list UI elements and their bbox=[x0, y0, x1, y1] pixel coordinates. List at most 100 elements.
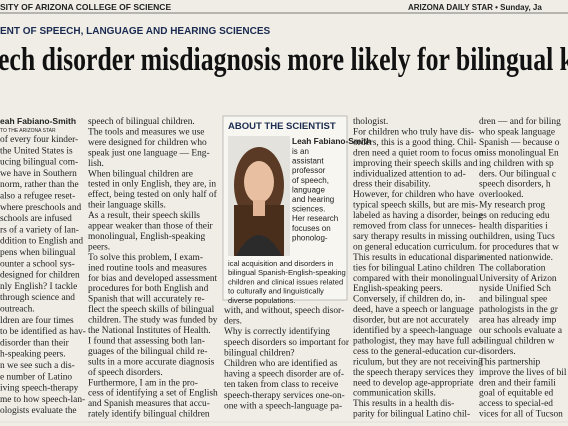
column-line: through science and bbox=[0, 293, 75, 303]
column-line: thologist. bbox=[353, 117, 388, 127]
sidebar-title: ABOUT THE SCIENTIST bbox=[228, 121, 336, 132]
column-line: ders. bbox=[224, 317, 242, 327]
header-left: SITY OF ARIZONA COLLEGE OF SCIENCE bbox=[0, 2, 171, 12]
column-line: communication skills. bbox=[353, 389, 436, 399]
column-line: who speak language bbox=[479, 127, 555, 137]
sidebar-bio-line: sciences. bbox=[292, 205, 325, 214]
column-line: ties for bilingual Latino children bbox=[353, 262, 475, 273]
column-line: norm, rather than the bbox=[0, 180, 79, 190]
column-line: of speech disorders. bbox=[88, 367, 163, 378]
column-line: dren and their famili bbox=[479, 377, 556, 388]
column-line: their language skills. bbox=[88, 201, 166, 211]
column-line: speech disorders so important for bbox=[224, 337, 350, 348]
column-line: The collaboration bbox=[479, 263, 546, 273]
column-line: bilingual children? bbox=[224, 348, 295, 358]
column-line: sary therapy results in missing out bbox=[353, 232, 482, 242]
column-line: the speech therapy services they bbox=[353, 368, 474, 378]
column-line: were designed for children who bbox=[88, 137, 207, 148]
column-line: overlooked. bbox=[479, 190, 524, 200]
column-line: pathologists in the gr bbox=[479, 305, 559, 315]
column-line: English-speaking peers. bbox=[353, 284, 443, 294]
column-line: ucing bilingual com- bbox=[0, 158, 78, 168]
column-line: disorder, but are not accurately bbox=[353, 316, 469, 326]
column-line: flect the speech skills of bilingual bbox=[88, 304, 215, 315]
column-line: and Spanish measures that accu- bbox=[88, 399, 210, 409]
column-line: Conversely, if children do, in- bbox=[353, 294, 465, 305]
sidebar-bio-line: assistant bbox=[292, 157, 324, 166]
column-line: For children who truly have dis- bbox=[353, 127, 474, 137]
column-line: This results in a health dis- bbox=[353, 399, 454, 409]
column-line: designed for children bbox=[0, 270, 80, 281]
column-line: The tools and measures we use bbox=[88, 127, 204, 137]
column-line: As a result, their speech skills bbox=[88, 211, 200, 221]
sidebar-bio-line: of speech, bbox=[292, 176, 329, 185]
column-line: speech of bilingual children. bbox=[88, 116, 195, 127]
column-line: ounter a school sys- bbox=[0, 259, 75, 269]
column-line: me to how speech-lan- bbox=[0, 395, 85, 405]
column-line: effect, being tested on only half of bbox=[88, 189, 218, 200]
column-line: of every four kinder- bbox=[0, 134, 78, 145]
column-line: improve the lives of bil bbox=[479, 367, 567, 378]
sidebar-bio-line: ical acquisition and disorders in bbox=[228, 259, 334, 268]
column-line: disorder than their bbox=[0, 338, 70, 348]
sidebar-bio-line: professor bbox=[292, 166, 326, 175]
column-line: dren — and for biling bbox=[479, 116, 561, 127]
column-line: lish. bbox=[88, 159, 104, 169]
column-line: dress their disability. bbox=[353, 180, 431, 190]
sidebar-bio-line: focuses on bbox=[292, 224, 331, 233]
sidebar-bio-line: is an bbox=[292, 147, 309, 156]
column-line: Children who are identified as bbox=[224, 358, 338, 369]
column-line: ologists evaluate the bbox=[0, 406, 77, 416]
column-line: n we see such a dis- bbox=[0, 361, 75, 371]
column-line: procedures for both English and bbox=[88, 283, 209, 294]
column-line: nly English? I tackle bbox=[0, 282, 77, 292]
column-line: University of Arizon bbox=[479, 273, 557, 284]
column-line: and bilingual spee bbox=[479, 295, 547, 305]
column-line: speech disorders, h bbox=[479, 180, 551, 190]
sidebar-bio-line: and hearing bbox=[292, 195, 334, 204]
column-line: vices for all of Tucson bbox=[479, 409, 563, 420]
column-line: However, for children who have bbox=[353, 189, 474, 200]
column-line: nyside Unified Sch bbox=[479, 283, 551, 294]
column-line: goal of equitable ed bbox=[479, 388, 554, 399]
column-line: one with a speech-language pa- bbox=[224, 401, 342, 411]
column-line: cess to the general-education cur- bbox=[353, 347, 479, 357]
column-line: deed, have a speech or language bbox=[353, 305, 474, 315]
column-line: miss monolingual En bbox=[479, 148, 559, 158]
sidebar-bio-line: Her research bbox=[292, 214, 338, 223]
column-line: parity for bilingual Latino chil- bbox=[353, 409, 470, 420]
sidebar-bio-line: phonolog- bbox=[292, 233, 328, 242]
column-line: identified by a speech-language bbox=[353, 325, 472, 336]
column-line: health disparities i bbox=[479, 222, 548, 232]
column-line: To solve this problem, I exam- bbox=[88, 253, 203, 263]
column-line: rately identify bilingual children bbox=[88, 409, 210, 420]
column-line: orders, this is a good thing. Chil- bbox=[353, 138, 476, 148]
column-line: riculum, but they are not receiving bbox=[353, 357, 483, 367]
column-line: typical speech skills, but are mis- bbox=[353, 201, 478, 211]
column-line: to be identified as hav- bbox=[0, 326, 86, 337]
column-line: removed from class for unneces- bbox=[353, 221, 476, 232]
column-line: children. The study was funded by bbox=[88, 315, 218, 326]
byline-credit: TO THE ARIZONA STAR bbox=[0, 128, 56, 134]
column-line: iving speech-therapy bbox=[0, 384, 79, 394]
column-line: peers. bbox=[88, 242, 110, 252]
column-line: compared with their monolingual bbox=[353, 274, 479, 284]
column-line: When bilingual children are bbox=[88, 169, 193, 179]
column-line: rs of a variety of lan- bbox=[0, 224, 79, 235]
headline: ech disorder misdiagnosis more likely fo… bbox=[0, 42, 568, 78]
column-line: Spanish that will accurately re- bbox=[88, 295, 205, 305]
column-line: with, and without, speech disor- bbox=[224, 306, 344, 316]
column-line: children, using Tucs bbox=[479, 232, 555, 242]
column-line: sults in a more accurate diagnosis bbox=[88, 357, 215, 367]
column-line: ined routine tools and measures bbox=[88, 263, 207, 273]
column-line: monolingual, English-speaking bbox=[88, 232, 205, 242]
column-line: ldren are four times bbox=[0, 315, 74, 326]
column-line: the United States is bbox=[0, 146, 73, 156]
column-line: es on reducing edu bbox=[479, 211, 550, 221]
sidebar-bio-line: language bbox=[292, 185, 325, 194]
column-line: access to special-ed bbox=[479, 399, 553, 409]
column-line: for procedures that w bbox=[479, 241, 559, 252]
column-line: our schools evaluate a bbox=[479, 326, 563, 336]
